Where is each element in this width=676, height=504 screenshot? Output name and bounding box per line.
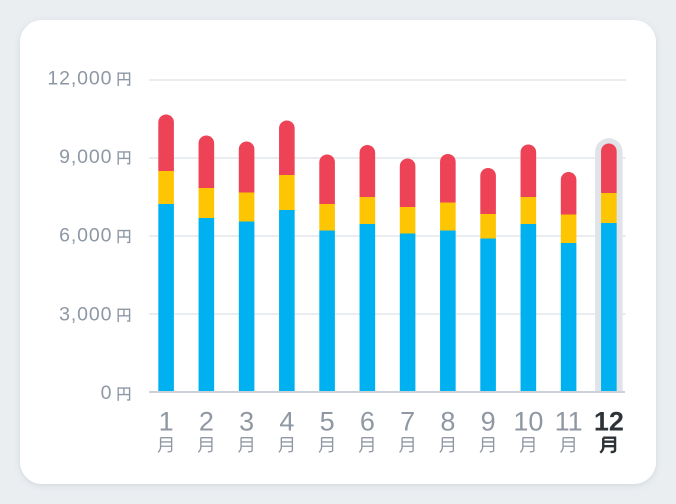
svg-text:6,000: 6,000 (59, 225, 112, 247)
svg-text:7: 7 (400, 407, 415, 437)
svg-text:5: 5 (320, 407, 335, 437)
svg-text:0: 0 (101, 382, 113, 404)
svg-text:1: 1 (159, 407, 174, 437)
svg-text:2: 2 (199, 407, 214, 437)
svg-text:9: 9 (481, 407, 496, 437)
svg-text:6: 6 (360, 407, 375, 437)
svg-text:9,000: 9,000 (59, 146, 112, 168)
svg-text:11: 11 (555, 407, 583, 437)
svg-text:12,000: 12,000 (47, 67, 112, 89)
svg-text:8: 8 (440, 407, 455, 437)
svg-text:3,000: 3,000 (59, 303, 112, 325)
svg-text:10: 10 (513, 407, 543, 437)
svg-text:3: 3 (239, 407, 254, 437)
svg-text:12: 12 (594, 407, 624, 437)
svg-text:4: 4 (279, 407, 294, 437)
